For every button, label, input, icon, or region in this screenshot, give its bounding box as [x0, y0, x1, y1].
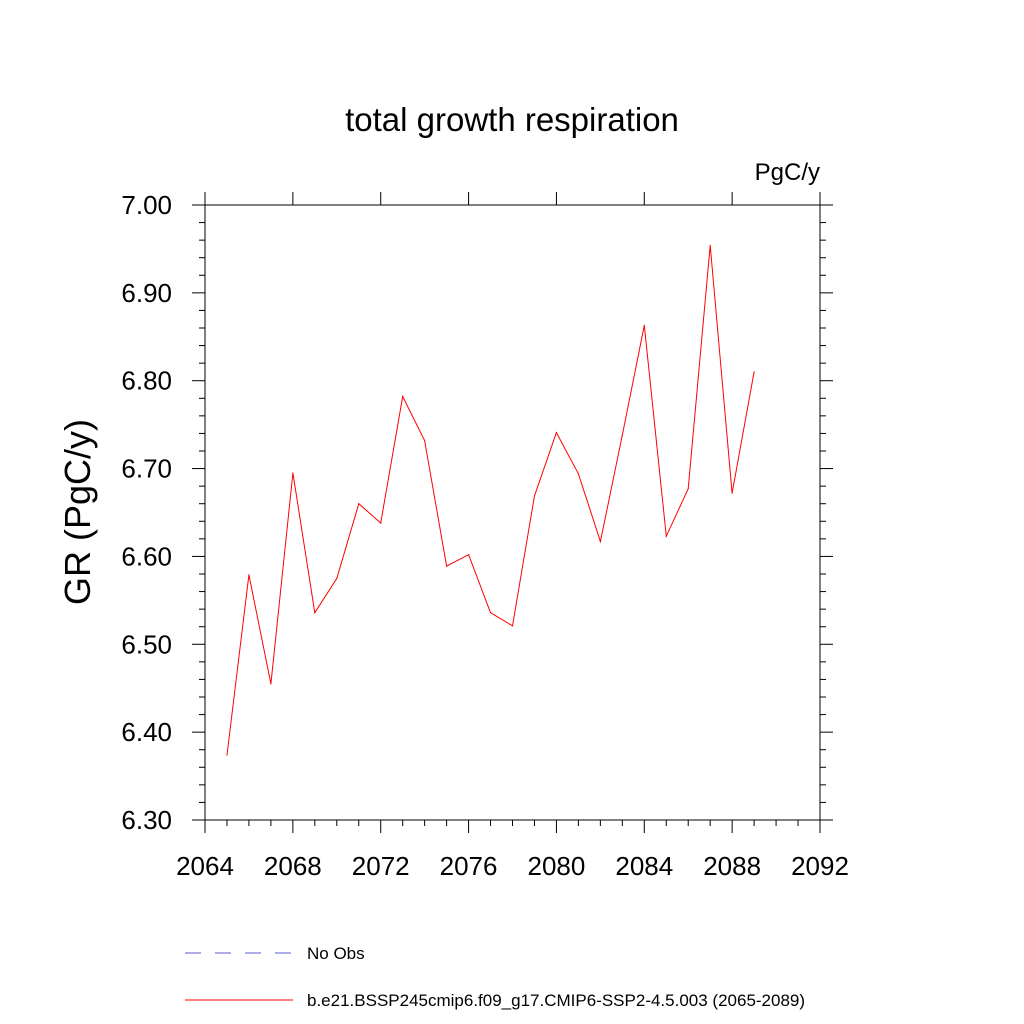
data-point	[687, 488, 689, 490]
data-point	[489, 612, 492, 614]
data-point	[358, 503, 360, 505]
y-tick-label: 6.60	[121, 541, 172, 571]
data-point	[533, 495, 536, 497]
tick-labels: 2064 2068 2072 2076 2080 2084 2088 2092 6.30 6.40…	[121, 190, 849, 881]
x-tick-label: 2064	[176, 851, 234, 881]
data-point	[665, 535, 667, 537]
y-tick-label: 6.70	[121, 454, 172, 484]
chart-title: total growth respiration	[345, 101, 679, 138]
data-point	[336, 577, 338, 579]
x-tick-label: 2088	[703, 851, 761, 881]
y-tick-label: 6.90	[121, 278, 172, 308]
x-tick-label: 2076	[440, 851, 498, 881]
data-point	[467, 554, 470, 556]
data-point	[599, 540, 601, 543]
y-tick-label: 6.80	[121, 366, 172, 396]
axis-ticks	[192, 192, 833, 833]
data-point	[555, 431, 558, 434]
data-point	[248, 574, 250, 576]
data-point	[424, 439, 426, 442]
y-tick-label: 6.50	[121, 629, 172, 659]
x-tick-label: 2092	[791, 851, 849, 881]
x-tick-label: 2072	[352, 851, 410, 881]
series-line	[226, 245, 755, 756]
data-point	[380, 522, 382, 524]
legend-label: b.e21.BSSP245cmip6.f09_g17.CMIP6-SSP2-4.…	[307, 991, 805, 1010]
y-tick-label: 6.30	[121, 805, 172, 835]
units-label: PgC/y	[755, 159, 820, 186]
data-point	[292, 472, 294, 474]
x-tick-label: 2080	[528, 851, 586, 881]
data-point	[753, 371, 755, 373]
data-point	[314, 612, 316, 614]
series-layer	[226, 244, 755, 756]
plot-frame	[204, 204, 821, 821]
data-point	[402, 395, 404, 398]
data-point	[226, 754, 228, 756]
legend: No Obs b.e21.BSSP245cmip6.f09_g17.CMIP6-S…	[185, 944, 805, 1010]
legend-label: No Obs	[307, 944, 365, 963]
y-tick-label: 6.40	[121, 717, 172, 747]
data-point	[621, 434, 623, 436]
x-tick-label: 2068	[264, 851, 322, 881]
x-tick-label: 2084	[615, 851, 673, 881]
plot-border	[204, 204, 821, 821]
data-point	[709, 244, 711, 247]
data-point	[643, 324, 645, 326]
data-point	[270, 683, 272, 685]
y-tick-label: 7.00	[121, 190, 172, 220]
data-point	[577, 473, 579, 475]
data-point	[731, 492, 733, 494]
data-point	[446, 565, 448, 567]
y-axis-label: GR (PgC/y)	[57, 419, 98, 605]
data-point	[511, 625, 514, 627]
